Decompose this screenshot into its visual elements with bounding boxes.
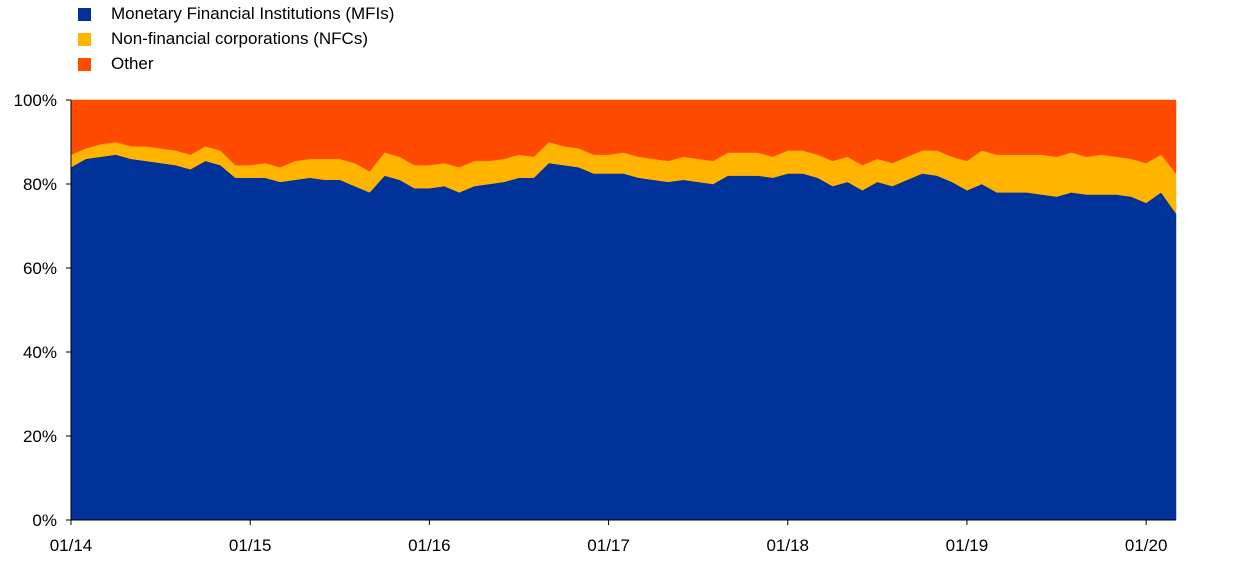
y-tick-label: 40%	[23, 343, 57, 362]
chart-areas	[71, 100, 1176, 520]
y-tick-label: 0%	[32, 511, 57, 530]
x-tick-label: 01/19	[946, 536, 989, 555]
x-tick-label: 01/15	[229, 536, 272, 555]
y-tick-label: 60%	[23, 259, 57, 278]
x-tick-label: 01/14	[50, 536, 93, 555]
x-axis-labels: 01/14 01/15 01/16 01/17 01/18 01/19 01/20	[50, 536, 1168, 555]
x-tick-label: 01/17	[587, 536, 630, 555]
y-axis-labels: 0% 20% 40% 60% 80% 100%	[14, 91, 57, 530]
area-series-mfis	[71, 155, 1176, 520]
x-tick-label: 01/18	[766, 536, 809, 555]
y-tick-label: 20%	[23, 427, 57, 446]
x-tick-label: 01/20	[1125, 536, 1168, 555]
y-tick-label: 80%	[23, 175, 57, 194]
y-tick-label: 100%	[14, 91, 57, 110]
x-tick-label: 01/16	[408, 536, 451, 555]
